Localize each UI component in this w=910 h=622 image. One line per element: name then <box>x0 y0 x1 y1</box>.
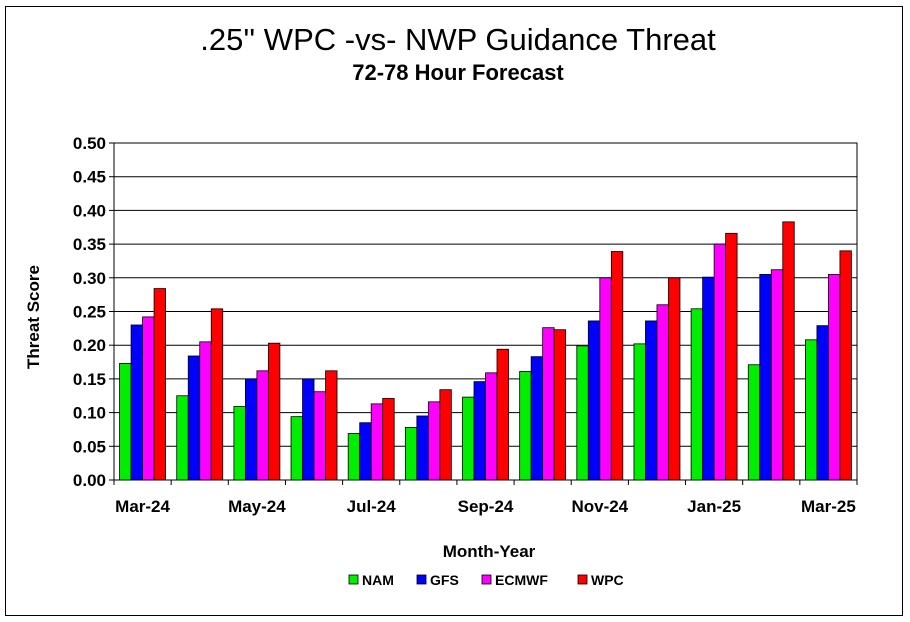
bar-nam-jun-24 <box>290 416 303 481</box>
y-tick-label: 0.45 <box>73 168 106 187</box>
bars <box>119 221 852 481</box>
bar-nam-dec-24 <box>633 343 646 481</box>
x-axis: Mar-24 May-24 Jul-24 Sep-24 Nov-24 Jan-25 Mar-… <box>113 480 858 516</box>
bar-gfs-nov-24 <box>587 320 601 481</box>
bar-nam-sep-24 <box>462 396 475 481</box>
bar-wpc-feb-25 <box>782 221 795 481</box>
bar-gfs-jan-25 <box>702 276 715 481</box>
bar-gfs-may-24 <box>244 378 258 481</box>
legend: NAM GFS ECMWF WPC <box>348 572 624 588</box>
x-tick-label: Mar-25 <box>801 497 856 516</box>
bar-ecmwf-mar-24 <box>142 316 155 481</box>
bar-ecmwf-jul-24 <box>370 403 384 481</box>
bar-ecmwf-may-24 <box>256 370 269 481</box>
bar-wpc-nov-24 <box>610 251 624 481</box>
bar-nam-oct-24 <box>519 371 532 481</box>
y-tick-label: 0.35 <box>73 235 106 254</box>
bar-ecmwf-jan-25 <box>713 243 727 481</box>
y-tick-label: 0.10 <box>73 404 106 423</box>
x-tick-label: Mar-24 <box>115 497 170 516</box>
bar-ecmwf-feb-25 <box>770 269 784 481</box>
legend-label-wpc: WPC <box>591 572 624 588</box>
bar-ecmwf-dec-24 <box>656 304 669 481</box>
bar-nam-feb-25 <box>747 364 761 481</box>
y-tick-label: 0.50 <box>73 134 106 153</box>
y-tick-label: 0.40 <box>73 201 106 220</box>
legend-swatch-ecmwf <box>481 574 492 585</box>
bar-gfs-oct-24 <box>530 356 544 481</box>
bar-gfs-jul-24 <box>359 422 372 481</box>
y-axis-label: Threat Score <box>24 265 43 369</box>
chart-title: .25'' WPC -vs- NWP Guidance Threat <box>200 22 716 57</box>
legend-label-ecmwf: ECMWF <box>495 572 548 588</box>
bar-wpc-apr-24 <box>210 308 224 481</box>
bar-ecmwf-jun-24 <box>313 391 326 481</box>
bar-wpc-jan-25 <box>725 232 738 481</box>
bar-gfs-dec-24 <box>645 320 658 481</box>
legend-swatch-gfs <box>416 574 427 585</box>
bar-wpc-jun-24 <box>325 370 338 481</box>
bar-ecmwf-nov-24 <box>599 277 612 481</box>
x-tick-label: Jan-25 <box>687 497 741 516</box>
bar-gfs-apr-24 <box>187 355 201 481</box>
bar-ecmwf-aug-24 <box>427 401 441 481</box>
bar-nam-apr-24 <box>176 395 189 481</box>
bar-ecmwf-sep-24 <box>485 372 498 481</box>
bar-gfs-mar-24 <box>130 324 143 481</box>
bar-wpc-may-24 <box>267 342 281 481</box>
bar-gfs-sep-24 <box>473 381 486 481</box>
bar-wpc-jul-24 <box>382 398 395 481</box>
bar-gfs-feb-25 <box>759 274 772 481</box>
x-axis-label: Month-Year <box>443 542 536 561</box>
bar-nam-jan-25 <box>690 308 704 481</box>
bar-nam-jul-24 <box>347 433 361 481</box>
bar-gfs-jun-24 <box>302 378 315 481</box>
bar-nam-may-24 <box>233 406 246 481</box>
y-axis: 0.00 0.05 0.10 0.15 0.20 0.25 0.30 0.35 0.40 0.45… <box>73 134 114 490</box>
chart-subtitle: 72-78 Hour Forecast <box>352 60 564 85</box>
x-tick-label: Sep-24 <box>458 497 514 516</box>
x-tick-label: Jul-24 <box>347 497 397 516</box>
y-tick-label: 0.30 <box>73 269 106 288</box>
bar-wpc-dec-24 <box>668 277 681 481</box>
y-tick-label: 0.20 <box>73 336 106 355</box>
bar-ecmwf-apr-24 <box>199 341 212 481</box>
bar-gfs-aug-24 <box>416 415 429 481</box>
bar-ecmwf-mar-25 <box>828 274 841 481</box>
legend-label-nam: NAM <box>362 572 394 588</box>
bar-ecmwf-oct-24 <box>542 327 555 481</box>
y-tick-label: 0.00 <box>73 471 106 490</box>
bar-nam-nov-24 <box>576 345 589 481</box>
bar-wpc-mar-24 <box>153 288 166 481</box>
bar-wpc-aug-24 <box>439 389 452 481</box>
y-tick-label: 0.05 <box>73 437 106 456</box>
bar-nam-mar-25 <box>805 339 818 481</box>
bar-wpc-sep-24 <box>496 348 509 481</box>
bar-nam-mar-24 <box>119 362 132 481</box>
bar-nam-aug-24 <box>404 427 418 481</box>
legend-label-gfs: GFS <box>430 572 459 588</box>
bar-wpc-mar-25 <box>839 250 852 481</box>
bar-gfs-mar-25 <box>816 325 829 481</box>
y-tick-label: 0.15 <box>73 370 106 389</box>
y-tick-label: 0.25 <box>73 303 106 322</box>
legend-swatch-wpc <box>577 574 588 585</box>
x-tick-label: May-24 <box>228 497 286 516</box>
bar-wpc-oct-24 <box>553 329 567 481</box>
legend-swatch-nam <box>348 574 359 585</box>
x-tick-label: Nov-24 <box>571 497 628 516</box>
